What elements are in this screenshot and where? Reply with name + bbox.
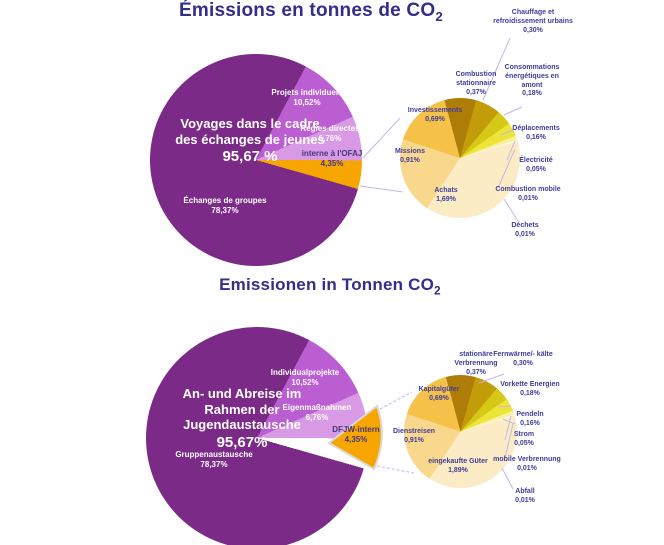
- chart-title-fr: Émissions en tonnes de CO2: [0, 0, 622, 24]
- chart-title-de: Emissionen in Tonnen CO2: [0, 275, 660, 297]
- chart-title-de-subscript: 2: [434, 283, 441, 298]
- chart-title-de-text: Emissionen in Tonnen CO: [219, 275, 435, 294]
- detail-label-eingekaufte-gueter: eingekaufte Güter 1,89%: [428, 458, 488, 474]
- detail-label-combustion-stationnaire: Combustion stationnaire 0,37%: [455, 71, 497, 96]
- chart-title-fr-subscript: 2: [435, 8, 443, 24]
- detail-label-mobile-verbrennung: mobile Verbrennung 0,01%: [493, 456, 561, 472]
- detail-label-strom: Strom 0,05%: [513, 431, 535, 447]
- detail-label-achats: Achats 1,69%: [434, 187, 458, 203]
- detail-label-electricite: Électricité 0,05%: [519, 157, 553, 173]
- detail-label-combustion-mobile: Combustion mobile 0,01%: [495, 186, 561, 202]
- slice-label-gruppenaustausche: Gruppenaustausche 78,37%: [175, 450, 253, 469]
- main-pie-fr-center-label: Voyages dans le cadre des échanges de je…: [175, 116, 325, 166]
- detail-label-consommations: Consommations énergétiques en amont 0,18…: [504, 64, 560, 98]
- main-pie-fr-center-value: 95,67 %: [222, 148, 278, 166]
- slice-label-echanges-de-groupes: Échanges de groupes 78,37%: [183, 196, 267, 215]
- slice-label-regies-directes: Régies directes 6,76%: [300, 124, 360, 143]
- detail-label-chauffage: Chauffage et refroidissement urbains 0,3…: [493, 9, 573, 34]
- slice-label-individualprojekte: Individualprojekte 10,52%: [270, 368, 340, 387]
- slice-label-eigenmassnahmen: Eigenmaßnahmen 6,76%: [282, 403, 352, 422]
- main-pie-de-center-text: An- und Abreise im Rahmen der Jugendaust…: [182, 386, 302, 433]
- detail-label-abfall: Abfall 0,01%: [515, 488, 535, 504]
- detail-label-kapitalgueter: Kapitalgüter 0,69%: [418, 386, 460, 402]
- main-pie-de-center-label: An- und Abreise im Rahmen der Jugendaust…: [167, 386, 317, 452]
- main-pie-de-center-value: 95,67%: [216, 433, 268, 451]
- main-pie-fr: [150, 54, 362, 266]
- detail-label-stationaere-verbrennung: stationäre Verbrennung 0,37%: [454, 351, 498, 376]
- detail-label-vorkette-energien: Vorkette Energien 0,18%: [500, 381, 560, 397]
- slice-label-dfjw-intern: DFJW-intern 4,35%: [332, 425, 380, 444]
- detail-label-deplacements: Déplacements 0,16%: [512, 125, 560, 141]
- slice-label-projets-individuels: Projets individuels 10,52%: [271, 88, 343, 107]
- detail-label-dechets: Déchets 0,01%: [511, 222, 539, 238]
- detail-label-dienstreisen: Dienstreisen 0,91%: [392, 428, 436, 444]
- chart-title-fr-text: Émissions en tonnes de CO: [179, 0, 436, 21]
- detail-label-pendeln: Pendeln 0,16%: [516, 411, 544, 427]
- slice-label-interne-ofaj: interne à l'OFAJ 4,35%: [301, 149, 363, 168]
- detail-label-investissements: Investissements 0,69%: [407, 107, 463, 123]
- detail-pie-de: [404, 375, 517, 488]
- main-pie-fr-center-text: Voyages dans le cadre des échanges de je…: [175, 116, 325, 147]
- detail-label-fernwaerme: Fernwärme/- kälte 0,30%: [493, 351, 553, 367]
- detail-label-missions: Missions 0,91%: [395, 148, 425, 164]
